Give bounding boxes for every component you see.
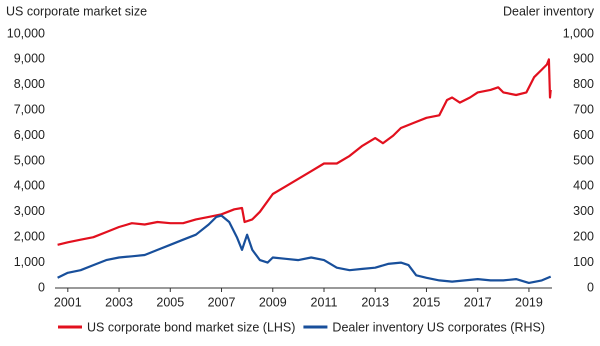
x-tick-label: 2005	[156, 295, 184, 309]
y-tick-label: 4,000	[14, 179, 45, 193]
legend-label: US corporate bond market size (LHS)	[87, 320, 295, 334]
y-tick-label: 5,000	[14, 153, 45, 167]
series-line	[57, 58, 552, 246]
series-line	[57, 214, 552, 284]
y2-tick-label: 300	[573, 204, 594, 218]
x-tick-label: 2009	[259, 295, 287, 309]
y-tick-label: 0	[38, 280, 45, 294]
y-tick-label: 6,000	[14, 128, 45, 142]
y2-tick-label: 600	[573, 128, 594, 142]
y-tick-label: 9,000	[14, 52, 45, 66]
y2-axis-label: Dealer inventory	[503, 4, 595, 18]
x-tick-label: 2003	[105, 295, 133, 309]
y-tick-label: 3,000	[14, 204, 45, 218]
y-tick-label: 2,000	[14, 229, 45, 243]
y2-tick-label: 900	[573, 52, 594, 66]
y-axis-label: US corporate market size	[6, 4, 147, 18]
y2-tick-label: 100	[573, 255, 594, 269]
y2-tick-label: 0	[587, 280, 594, 294]
y2-tick-label: 200	[573, 229, 594, 243]
x-tick-label: 2007	[208, 295, 236, 309]
y2-tick-label: 800	[573, 77, 594, 91]
y2-tick-label: 400	[573, 179, 594, 193]
legend-label: Dealer inventory US corporates (RHS)	[332, 320, 545, 334]
y-tick-label: 7,000	[14, 102, 45, 116]
x-tick-label: 2011	[311, 295, 338, 309]
y2-tick-label: 700	[573, 102, 594, 116]
x-tick-label: 2001	[54, 295, 82, 309]
y-tick-label: 8,000	[14, 77, 45, 91]
x-tick-label: 2015	[413, 295, 441, 309]
x-tick-label: 2019	[515, 295, 543, 309]
x-tick-label: 2013	[361, 295, 389, 309]
y-tick-label: 1,000	[14, 255, 45, 269]
y2-tick-label: 1,000	[563, 26, 594, 40]
y2-tick-label: 500	[573, 153, 594, 167]
y-tick-label: 10,000	[7, 26, 45, 40]
x-tick-label: 2017	[464, 295, 492, 309]
